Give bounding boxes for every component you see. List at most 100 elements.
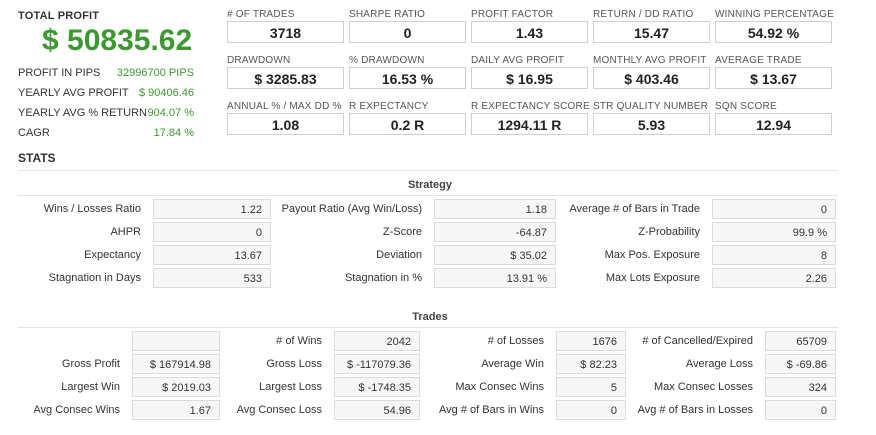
strategy-row-value: 0 (712, 199, 836, 219)
trades-row-label: Largest Win (61, 381, 120, 393)
metric-value-box: 15.47 (593, 21, 710, 43)
strategy-row-label: Max Lots Exposure (605, 272, 700, 284)
metric-value-box: 1.08 (227, 113, 344, 135)
strategy-row-value: 533 (153, 268, 271, 288)
trades-row-value: $ -1748.35 (334, 377, 420, 397)
summary-row-value: 32996700 PIPS (116, 67, 194, 79)
summary-row-yearly-avg-profit: YEARLY AVG PROFIT $ 90406.46 (18, 86, 194, 100)
trades-divider (18, 327, 838, 328)
metric-value-box: 0.2 R (349, 113, 466, 135)
strategy-row-label: Max Pos. Exposure (604, 249, 700, 261)
metric-label: AVERAGE TRADE (715, 55, 802, 66)
metric-value-box: 54.92 % (715, 21, 832, 43)
metric-value-box: 1.43 (471, 21, 588, 43)
metric-value-box: 5.93 (593, 113, 710, 135)
strategy-divider (18, 195, 838, 196)
strategy-row-value: 13.67 (153, 245, 271, 265)
summary-row-value: $ 90406.46 (138, 87, 194, 99)
metric-label: MONTHLY AVG PROFIT (593, 55, 707, 66)
strategy-row-label: Wins / Losses Ratio (43, 203, 141, 215)
metric-value-box: 0 (349, 21, 466, 43)
summary-row-cagr: CAGR 17.84 % (18, 126, 194, 140)
trades-row-value: 54.96 (334, 400, 420, 420)
trades-row-label: Avg # of Bars in Wins (439, 404, 544, 416)
metric-label: RETURN / DD RATIO (593, 9, 694, 20)
metric-value-box: 12.94 (715, 113, 832, 135)
strategy-row-label: AHPR (110, 226, 141, 238)
trades-row-value: 2042 (334, 331, 420, 351)
strategy-row-label: Expectancy (84, 249, 141, 261)
metric-value-box: $ 16.95 (471, 67, 588, 89)
metric-value-box: $ 13.67 (715, 67, 832, 89)
summary-row-label: CAGR (18, 127, 50, 139)
stats-divider (18, 170, 838, 171)
metric-label: STR QUALITY NUMBER (593, 101, 709, 112)
metric-label: WINNING PERCENTAGE (715, 9, 834, 20)
strategy-title: Strategy (407, 179, 453, 191)
trades-row-value: $ -69.86 (765, 354, 836, 374)
total-profit-value: $ 50835.62 (42, 24, 193, 57)
strategy-row-label: Stagnation in % (344, 272, 422, 284)
metric-label: SHARPE RATIO (349, 9, 426, 20)
total-profit-label: TOTAL PROFIT (18, 10, 100, 22)
metric-label: R EXPECTANCY SCORE (471, 101, 590, 112)
trades-row-value: 0 (556, 400, 626, 420)
metric-label: ANNUAL % / MAX DD % (227, 101, 342, 112)
metric-value-box: $ 3285.83 (227, 67, 344, 89)
metric-label: R EXPECTANCY (349, 101, 429, 112)
trades-row-label: Gross Loss (266, 358, 322, 370)
strategy-row-value: -64.87 (434, 222, 556, 242)
trades-row-label: Largest Loss (259, 381, 322, 393)
strategy-row-label: Deviation (376, 249, 422, 261)
metric-label: DRAWDOWN (227, 55, 291, 66)
strategy-row-value: $ 35.02 (434, 245, 556, 265)
metric-label: PROFIT FACTOR (471, 9, 554, 20)
trades-row-label: # of Losses (487, 335, 544, 347)
strategy-row-value: 8 (712, 245, 836, 265)
metric-value-box: 1294.11 R (471, 113, 588, 135)
trades-row-label: Avg Consec Wins (33, 404, 120, 416)
strategy-row-value: 2.26 (712, 268, 836, 288)
summary-row-value: 904.07 % (147, 107, 194, 119)
trades-row-value: 5 (556, 377, 626, 397)
trades-row-value (132, 331, 220, 351)
summary-row-profit-pips: PROFIT IN PIPS 32996700 PIPS (18, 66, 194, 80)
metric-value-box: 3718 (227, 21, 344, 43)
trades-row-value: 1676 (556, 331, 626, 351)
summary-row-label: YEARLY AVG PROFIT (18, 87, 129, 99)
metric-label: % DRAWDOWN (349, 55, 425, 66)
trades-row-label (0, 331, 120, 351)
trades-row-label: Max Consec Wins (455, 381, 544, 393)
trades-row-value: 65709 (765, 331, 836, 351)
trades-row-label: Gross Profit (61, 358, 120, 370)
summary-row-value: 17.84 % (153, 127, 194, 139)
trades-title: Trades (412, 311, 448, 323)
trades-row-label: Max Consec Losses (653, 381, 753, 393)
metric-label: SQN SCORE (715, 101, 777, 112)
strategy-row-value: 1.22 (153, 199, 271, 219)
trades-row-value: $ 167914.98 (132, 354, 220, 374)
trades-row-label: # of Wins (276, 335, 322, 347)
trades-row-value: 324 (765, 377, 836, 397)
trades-row-label: Average Loss (685, 358, 753, 370)
trades-row-value: $ 82.23 (556, 354, 626, 374)
summary-row-yearly-avg-return: YEARLY AVG % RETURN 904.07 % (18, 106, 194, 120)
metric-value-box: 16.53 % (349, 67, 466, 89)
strategy-row-label: Payout Ratio (Avg Win/Loss) (281, 203, 422, 215)
trades-row-label: Avg Consec Loss (236, 404, 322, 416)
trades-row-label: Avg # of Bars in Losses (637, 404, 753, 416)
metric-label: DAILY AVG PROFIT (471, 55, 565, 66)
strategy-row-label: Z-Probability (638, 226, 700, 238)
strategy-row-label: Stagnation in Days (48, 272, 141, 284)
strategy-row-value: 1.18 (434, 199, 556, 219)
metric-value-box: $ 403.46 (593, 67, 710, 89)
trades-row-value: 1.67 (132, 400, 220, 420)
strategy-row-value: 0 (153, 222, 271, 242)
trades-row-value: $ -117079.36 (334, 354, 420, 374)
strategy-row-value: 13.91 % (434, 268, 556, 288)
trades-row-label: Average Win (481, 358, 544, 370)
trades-row-value: 0 (765, 400, 836, 420)
strategy-row-label: Z-Score (382, 226, 422, 238)
trades-row-value: $ 2019.03 (132, 377, 220, 397)
strategy-row-label: Average # of Bars in Trade (569, 203, 700, 215)
